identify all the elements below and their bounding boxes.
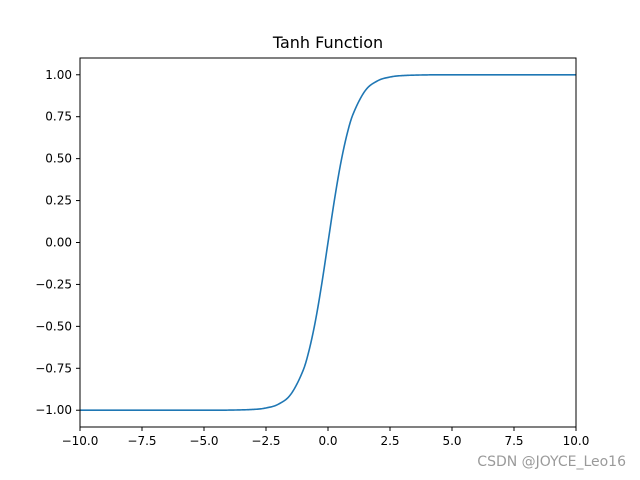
x-tick-label: −10.0: [62, 434, 99, 448]
y-axis: −1.00 −0.75 −0.50 −0.25 0.00 0.25 0.50 0.75 1.00: [35, 68, 80, 417]
y-tick-label: −0.75: [35, 361, 72, 375]
x-tick-label: 10.0: [563, 434, 590, 448]
y-tick-label: 0.75: [45, 110, 72, 124]
y-tick-label: 1.00: [45, 68, 72, 82]
x-tick-label: −7.5: [127, 434, 156, 448]
x-tick-label: 7.5: [504, 434, 523, 448]
x-tick-label: −5.0: [189, 434, 218, 448]
y-tick-label: 0.25: [45, 194, 72, 208]
x-tick-label: 2.5: [380, 434, 399, 448]
y-tick-label: −0.25: [35, 277, 72, 291]
y-tick-label: 0.00: [45, 236, 72, 250]
y-tick-label: −1.00: [35, 403, 72, 417]
x-tick-label: 5.0: [442, 434, 461, 448]
x-axis: −10.0 −7.5 −5.0 −2.5 0.0 2.5 5.0 7.5 10.0: [62, 427, 590, 448]
tanh-series-line: [80, 73, 576, 412]
watermark: CSDN @JOYCE_Leo16: [477, 454, 626, 470]
chart-title: Tanh Function: [272, 33, 383, 52]
y-tick-label: 0.50: [45, 152, 72, 166]
plot-frame: [79, 57, 577, 428]
x-tick-label: −2.5: [251, 434, 280, 448]
x-tick-label: 0.0: [318, 434, 337, 448]
y-tick-label: −0.50: [35, 319, 72, 333]
